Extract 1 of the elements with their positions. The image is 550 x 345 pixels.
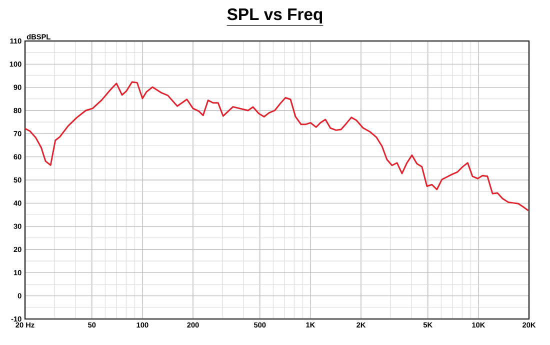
chart-title: SPL vs Freq xyxy=(227,8,322,24)
